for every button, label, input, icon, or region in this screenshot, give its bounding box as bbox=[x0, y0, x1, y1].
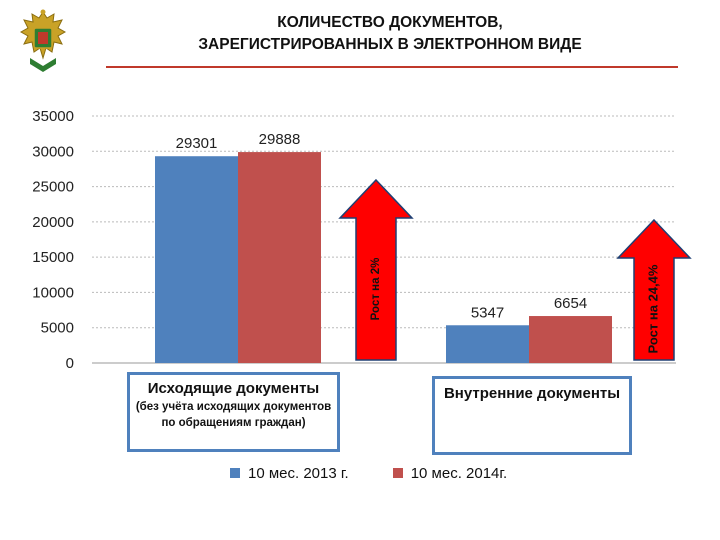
category-2-label: Внутренние документы bbox=[443, 385, 621, 402]
legend-item-2014: 10 мес. 2014г. bbox=[392, 464, 508, 482]
legend: 10 мес. 2013 г. 10 мес. 2014г. bbox=[230, 462, 551, 484]
y-tick-label-1: 5000 bbox=[41, 320, 74, 337]
data-label-series2-category1: 29888 bbox=[259, 131, 301, 148]
data-label-series1-category1: 29301 bbox=[176, 135, 218, 152]
data-label-series1-category2: 5347 bbox=[471, 304, 504, 321]
legend-swatch-2014 bbox=[392, 468, 403, 478]
y-tick-label-6: 30000 bbox=[32, 143, 74, 160]
y-tick-label-2: 10000 bbox=[32, 284, 74, 301]
growth-arrow-2 bbox=[616, 218, 692, 361]
growth-arrow-label-1: Рост на 2% bbox=[370, 258, 382, 321]
y-tick-label-5: 25000 bbox=[32, 179, 74, 196]
bar-series1-category1 bbox=[155, 156, 238, 363]
bars bbox=[155, 152, 612, 363]
legend-item-2013: 10 мес. 2013 г. bbox=[230, 465, 349, 482]
y-tick-label-0: 0 bbox=[66, 355, 74, 372]
category-label-internal: Внутренние документы bbox=[432, 376, 632, 455]
data-label-series2-category2: 6654 bbox=[554, 295, 587, 312]
data-labels: 29301 5347 29888 6654 bbox=[176, 131, 588, 321]
legend-label-2013: 10 мес. 2013 г. bbox=[248, 464, 349, 482]
category-label-outgoing: Исходящие документы (без учёта исходящих… bbox=[127, 372, 340, 452]
y-axis-ticks: 0 5000 10000 15000 20000 25000 30000 35000 bbox=[32, 108, 74, 372]
growth-arrows: Рост на 2% Рост на 24,4% bbox=[338, 178, 692, 361]
legend-swatch-2013 bbox=[230, 468, 240, 478]
category-1-label: Исходящие документы bbox=[147, 380, 320, 397]
title-underline bbox=[106, 66, 678, 68]
growth-arrow-1 bbox=[338, 178, 414, 361]
y-tick-label-4: 20000 bbox=[32, 214, 74, 231]
page-title-line-2: ЗАРЕГИСТРИРОВАННЫХ В ЭЛЕКТРОННОМ ВИДЕ bbox=[198, 36, 582, 53]
growth-arrow-label-2: Рост на 24,4% bbox=[645, 264, 660, 353]
category-1-note: (без учёта исходящих документов по обращ… bbox=[135, 401, 332, 429]
legend-label-2014: 10 мес. 2014г. bbox=[410, 464, 508, 482]
page-title-line-1: КОЛИЧЕСТВО ДОКУМЕНТОВ, bbox=[277, 14, 503, 31]
emblem-logo bbox=[18, 8, 68, 74]
double-headed-eagle-emblem-icon bbox=[19, 9, 67, 72]
bar-series2-category1 bbox=[238, 152, 321, 363]
bar-series1-category2 bbox=[446, 325, 529, 363]
y-tick-label-3: 15000 bbox=[32, 249, 74, 266]
page-title: КОЛИЧЕСТВО ДОКУМЕНТОВ, ЗАРЕГИСТРИРОВАННЫ… bbox=[110, 12, 670, 56]
y-tick-label-7: 35000 bbox=[32, 108, 74, 125]
bar-series2-category2 bbox=[529, 316, 612, 363]
